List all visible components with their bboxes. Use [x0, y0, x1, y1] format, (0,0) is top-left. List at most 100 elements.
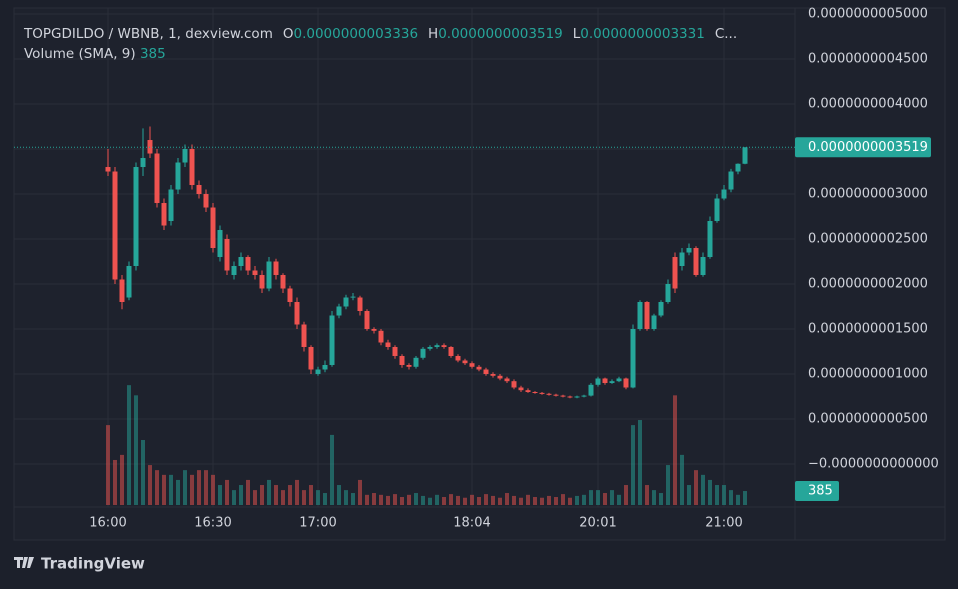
grid [14, 8, 795, 507]
candle-body [637, 302, 643, 329]
volume-bar [232, 490, 236, 505]
candle-body [301, 324, 307, 347]
chart-frame [13, 7, 946, 541]
y-tick-label: 0.0000000001000 [808, 366, 928, 381]
volume-bar [736, 494, 740, 505]
volume-bar [519, 497, 523, 505]
volume-bar [610, 490, 614, 505]
candle-body [420, 348, 426, 358]
candle-body [553, 394, 559, 396]
plot-area [14, 126, 795, 505]
volume-bar [477, 497, 481, 505]
ohlc-key: H [428, 26, 439, 42]
volume-bar [274, 485, 278, 505]
volume-badge-label: 385 [808, 484, 833, 499]
candle-body [112, 171, 118, 280]
volume-bar [288, 485, 292, 505]
volume-bar [358, 479, 362, 505]
volume-bar [582, 494, 586, 505]
candle-body [357, 297, 363, 311]
candle-body [693, 248, 699, 276]
volume-bar [442, 497, 446, 505]
candle-body [602, 378, 608, 383]
legend: TOPGDILDO / WBNB, 1, dexview.com O0.00000… [24, 24, 737, 64]
candle-body [504, 378, 510, 382]
ohlc-key: L [572, 26, 581, 42]
candle-body [203, 194, 209, 208]
volume-bar [722, 485, 726, 505]
candle-body [525, 390, 531, 392]
volume-bar [547, 495, 551, 505]
candle-body [560, 395, 566, 397]
volume-bar [470, 494, 474, 505]
volume-bar [379, 494, 383, 505]
volume-bar [589, 490, 593, 505]
candle-body [259, 275, 265, 289]
candle-body [126, 266, 132, 298]
candle-body [686, 248, 692, 253]
candle-body [154, 153, 160, 204]
volume-bar [407, 494, 411, 505]
volume-value: 385 [139, 46, 166, 62]
volume-bar [463, 497, 467, 505]
x-tick-label: 16:30 [194, 516, 231, 531]
volume-bar [120, 454, 124, 505]
candle-body [140, 158, 146, 168]
candle-body [231, 266, 237, 276]
volume-bar [141, 439, 145, 505]
volume-bar [456, 495, 460, 505]
volume-bar [148, 465, 152, 505]
candle-body [315, 369, 321, 374]
symbol-row: TOPGDILDO / WBNB, 1, dexview.com O0.00000… [24, 24, 737, 44]
candle-body [735, 163, 741, 172]
x-tick-label: 21:00 [705, 516, 742, 531]
y-tick-label: 0.0000000002500 [808, 232, 928, 247]
candle-body [462, 360, 468, 364]
candle-body [434, 345, 440, 347]
ohlc-value: 0.0000000003336 [293, 26, 419, 42]
volume-bar [183, 470, 187, 505]
candle-body [679, 252, 685, 267]
candle-body [721, 189, 727, 199]
candle-body [742, 147, 748, 164]
candle-body [630, 328, 636, 388]
volume-bar [281, 490, 285, 505]
volume-bar [344, 490, 348, 505]
volume-bar [554, 497, 558, 505]
volume-bar [330, 434, 334, 505]
candle-body [371, 328, 377, 331]
volume-bar [337, 485, 341, 505]
candle-body [406, 364, 412, 367]
candle-body [385, 342, 391, 347]
volume-bar [694, 470, 698, 505]
candle-body [196, 185, 202, 195]
volume-bar [421, 495, 425, 505]
volume-bar [414, 493, 418, 505]
volume-bar [176, 479, 180, 505]
candle-body [483, 369, 489, 374]
candle-body [448, 346, 454, 356]
volume-bar [211, 474, 215, 505]
candle-body [350, 296, 356, 298]
volume-bar [645, 485, 649, 505]
volume-bar [596, 490, 600, 505]
y-tick-label: 0.0000000005000 [808, 7, 928, 22]
volume-bar [533, 497, 537, 505]
x-tick-label: 18:04 [453, 516, 490, 531]
volume-bar [134, 395, 138, 505]
volume-bar [246, 479, 250, 505]
y-tick-label: 0.0000000004000 [808, 97, 928, 112]
x-tick-label: 16:00 [89, 516, 126, 531]
volume-bar [568, 497, 572, 505]
volume-bar [624, 485, 628, 505]
volume-bar [687, 485, 691, 505]
candle-body [336, 306, 342, 316]
volume-bar [351, 493, 355, 505]
volume-bar [218, 485, 222, 505]
volume-bar [428, 497, 432, 505]
candle-body [609, 381, 615, 383]
candle-body [378, 330, 384, 343]
volume-bar [484, 494, 488, 505]
candle-body [119, 279, 125, 303]
